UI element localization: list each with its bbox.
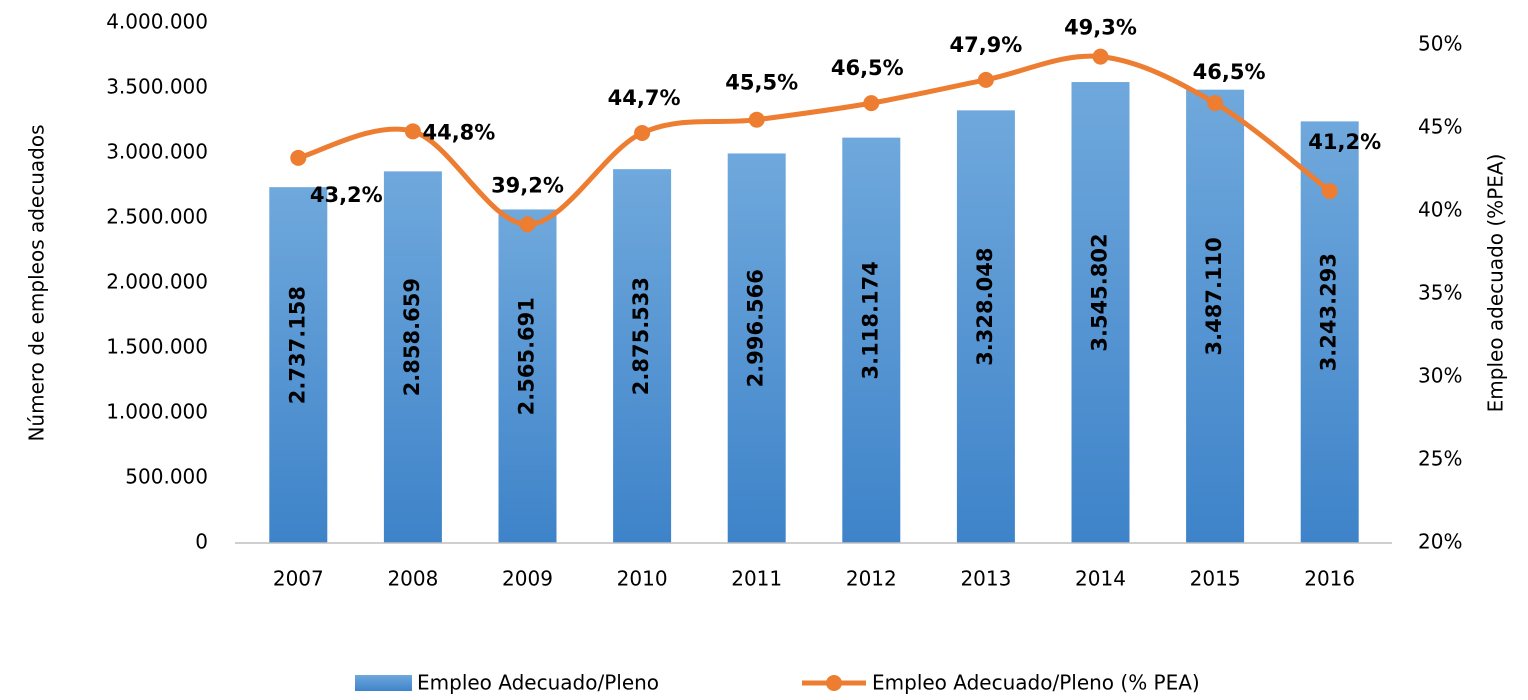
x-tick-label: 2010 [617, 567, 668, 591]
y2-tick-label: 50% [1418, 32, 1462, 56]
y-axis-title: Número de empleos adecuados [25, 124, 49, 441]
y2-tick-label: 35% [1418, 281, 1462, 305]
bar [383, 171, 442, 543]
x-tick-label: 2015 [1190, 567, 1241, 591]
line-value-label: 46,5% [1193, 60, 1266, 84]
x-tick-label: 2007 [273, 567, 324, 591]
y-tick-label: 2.000.000 [106, 270, 208, 294]
line-marker [404, 123, 421, 140]
bar [1071, 82, 1130, 543]
y-tick-label: 1.500.000 [106, 335, 208, 359]
y-tick-label: 2.500.000 [106, 205, 208, 229]
bar-value-label: 3.118.174 [858, 261, 882, 379]
bar-value-label: 2.737.158 [285, 286, 309, 404]
y2-tick-label: 45% [1418, 115, 1462, 139]
line-value-label: 49,3% [1064, 16, 1137, 40]
bar [842, 137, 901, 543]
line-marker [519, 216, 536, 233]
x-tick-label: 2008 [387, 567, 438, 591]
y2-tick-label: 40% [1418, 198, 1462, 222]
line-marker [290, 149, 307, 166]
bar-value-label: 2.565.691 [515, 297, 539, 415]
legend-label: Empleo Adecuado/Pleno [417, 671, 659, 695]
line-value-label: 45,5% [725, 71, 798, 95]
line-value-label: 47,9% [949, 33, 1022, 57]
legend-label: Empleo Adecuado/Pleno (% PEA) [872, 671, 1200, 695]
bar-value-label: 3.487.110 [1202, 237, 1226, 355]
x-tick-label: 2009 [502, 567, 553, 591]
x-tick-label: 2016 [1304, 567, 1355, 591]
y-tick-label: 3.500.000 [106, 75, 208, 99]
line-marker [863, 95, 880, 112]
line-value-label: 44,7% [608, 86, 681, 110]
bar-value-label: 3.328.048 [973, 248, 997, 366]
line-value-label: 41,2% [1308, 130, 1381, 154]
bar [727, 153, 786, 544]
line-marker [634, 124, 651, 141]
bar-value-label: 2.858.659 [400, 278, 424, 396]
bar-value-label: 2.996.566 [744, 269, 768, 387]
x-tick-label: 2014 [1075, 567, 1126, 591]
bar [498, 209, 557, 543]
line-value-label: 46,5% [831, 56, 904, 80]
bar [613, 169, 672, 543]
y2-tick-label: 25% [1418, 447, 1462, 471]
y-tick-label: 3.000.000 [106, 140, 208, 164]
legend-swatch [355, 675, 412, 691]
bar-value-label: 3.545.802 [1088, 233, 1112, 351]
bar-value-label: 2.875.533 [629, 277, 653, 395]
line-marker [1092, 48, 1109, 65]
y-tick-label: 0 [195, 530, 208, 554]
bar-value-label: 3.243.293 [1317, 253, 1341, 371]
line-marker [1207, 95, 1224, 112]
bar [956, 110, 1015, 543]
line [297, 53, 1332, 227]
y-tick-label: 4.000.000 [106, 10, 208, 34]
bar [1186, 89, 1245, 544]
y2-tick-label: 30% [1418, 364, 1462, 388]
y-tick-label: 1.000.000 [106, 400, 208, 424]
y2-axis-title: Empleo adecuado (%PEA) [1484, 154, 1508, 413]
legend-swatch-marker [826, 675, 842, 691]
x-tick-label: 2011 [731, 567, 782, 591]
x-tick-label: 2012 [846, 567, 897, 591]
bar [269, 187, 328, 543]
line-value-label: 39,2% [491, 173, 564, 197]
x-tick-label: 2013 [960, 567, 1011, 591]
y-tick-label: 500.000 [125, 465, 208, 489]
line-marker [977, 71, 994, 88]
line-marker [1321, 183, 1338, 200]
line-value-label: 43,2% [310, 183, 383, 207]
y2-tick-label: 20% [1418, 530, 1462, 554]
line-marker [748, 111, 765, 128]
line-value-label: 44,8% [422, 120, 495, 144]
